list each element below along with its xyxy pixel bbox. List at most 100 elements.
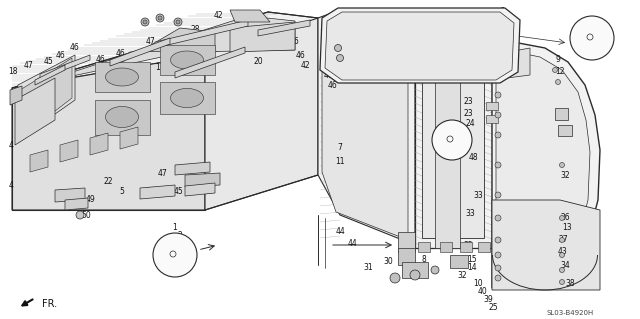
Polygon shape xyxy=(65,198,88,210)
Circle shape xyxy=(156,14,164,22)
Text: 49: 49 xyxy=(85,196,95,204)
Text: 16: 16 xyxy=(160,46,170,55)
Polygon shape xyxy=(160,45,215,75)
Text: 34: 34 xyxy=(560,261,570,270)
Ellipse shape xyxy=(170,51,204,69)
Text: 26: 26 xyxy=(560,212,570,221)
Polygon shape xyxy=(160,82,215,114)
Polygon shape xyxy=(185,173,220,187)
Polygon shape xyxy=(20,58,72,138)
Text: 46: 46 xyxy=(115,48,125,57)
Text: 21: 21 xyxy=(145,188,155,197)
Circle shape xyxy=(390,273,400,283)
Text: 35: 35 xyxy=(179,253,191,262)
Circle shape xyxy=(495,215,501,221)
Circle shape xyxy=(495,237,501,243)
Circle shape xyxy=(337,55,344,62)
Text: 43: 43 xyxy=(557,248,567,256)
Text: 42: 42 xyxy=(340,61,350,70)
Polygon shape xyxy=(418,242,430,252)
Text: SL03-B4920H: SL03-B4920H xyxy=(547,310,594,316)
Text: 46: 46 xyxy=(95,56,105,64)
Polygon shape xyxy=(120,127,138,149)
Ellipse shape xyxy=(170,88,204,108)
Polygon shape xyxy=(325,12,514,80)
Polygon shape xyxy=(230,22,295,52)
Text: 9: 9 xyxy=(556,56,561,64)
Text: 46: 46 xyxy=(327,80,337,90)
Text: 32: 32 xyxy=(560,170,570,180)
Text: 40: 40 xyxy=(477,286,487,295)
Polygon shape xyxy=(440,242,452,252)
Polygon shape xyxy=(422,50,484,238)
Polygon shape xyxy=(60,140,78,162)
Circle shape xyxy=(495,275,501,281)
Text: 33: 33 xyxy=(473,190,483,199)
Text: 47: 47 xyxy=(145,38,155,47)
Text: 17: 17 xyxy=(155,63,165,72)
Circle shape xyxy=(176,20,180,24)
Text: 46: 46 xyxy=(295,50,305,60)
Polygon shape xyxy=(322,14,408,240)
Circle shape xyxy=(495,92,501,98)
Text: 22: 22 xyxy=(103,177,113,187)
Polygon shape xyxy=(35,16,295,84)
Polygon shape xyxy=(320,8,520,83)
Text: 46: 46 xyxy=(55,50,65,60)
Text: 39: 39 xyxy=(483,295,493,305)
Polygon shape xyxy=(555,108,568,120)
Circle shape xyxy=(559,268,564,272)
Polygon shape xyxy=(398,248,415,265)
Text: 15: 15 xyxy=(467,256,477,264)
Text: 37: 37 xyxy=(458,137,470,146)
Text: 27: 27 xyxy=(558,235,568,244)
Text: 24: 24 xyxy=(465,120,475,129)
Text: 14: 14 xyxy=(467,263,477,272)
Circle shape xyxy=(335,44,342,51)
Polygon shape xyxy=(402,262,428,278)
Circle shape xyxy=(158,16,162,20)
Circle shape xyxy=(495,265,501,271)
Text: 44: 44 xyxy=(347,240,357,249)
Polygon shape xyxy=(435,35,460,248)
Text: 23: 23 xyxy=(463,108,473,117)
Circle shape xyxy=(556,79,561,85)
Polygon shape xyxy=(318,10,415,245)
Text: 45: 45 xyxy=(173,188,183,197)
Circle shape xyxy=(559,238,564,242)
Text: 42: 42 xyxy=(300,61,310,70)
Text: 46: 46 xyxy=(70,43,80,53)
Ellipse shape xyxy=(106,68,138,86)
Text: 47: 47 xyxy=(23,61,33,70)
Text: 1: 1 xyxy=(173,224,177,233)
Circle shape xyxy=(174,18,182,26)
Text: 46: 46 xyxy=(323,70,333,79)
Text: 45: 45 xyxy=(43,57,53,66)
Text: 32: 32 xyxy=(463,241,473,249)
Ellipse shape xyxy=(106,107,138,128)
Polygon shape xyxy=(185,183,215,196)
Circle shape xyxy=(559,253,564,257)
Circle shape xyxy=(495,192,501,198)
Polygon shape xyxy=(18,55,75,140)
Circle shape xyxy=(431,266,439,274)
Circle shape xyxy=(495,112,501,118)
Text: 33: 33 xyxy=(465,209,475,218)
Text: 42: 42 xyxy=(213,11,223,20)
Polygon shape xyxy=(155,20,248,48)
Polygon shape xyxy=(55,188,85,202)
Polygon shape xyxy=(90,133,108,155)
Polygon shape xyxy=(478,242,490,252)
Polygon shape xyxy=(486,115,498,123)
Text: 11: 11 xyxy=(335,158,345,167)
Polygon shape xyxy=(40,55,90,79)
Text: FR.: FR. xyxy=(42,299,58,309)
Polygon shape xyxy=(100,28,215,75)
Text: 47: 47 xyxy=(203,188,213,197)
Polygon shape xyxy=(10,86,22,105)
Polygon shape xyxy=(95,62,150,92)
Text: 19: 19 xyxy=(10,93,20,102)
Text: 32: 32 xyxy=(457,271,467,280)
Text: 3: 3 xyxy=(60,192,65,202)
Text: 44: 44 xyxy=(335,227,345,236)
